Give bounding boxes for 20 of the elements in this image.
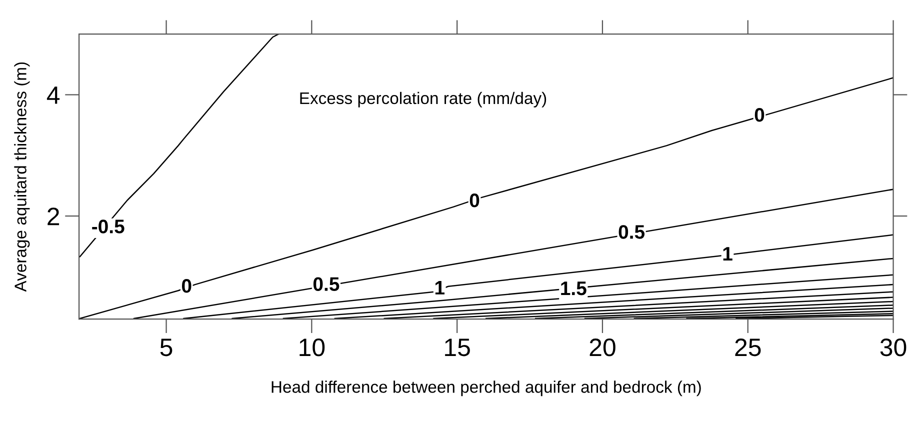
x-tick-label: 5 bbox=[160, 338, 172, 356]
annotation: 0 bbox=[754, 108, 764, 122]
annotation: 1 bbox=[723, 247, 732, 260]
annotation: 1.5 bbox=[561, 282, 586, 296]
x-tick-label: 30 bbox=[880, 338, 906, 356]
annotation: 0 bbox=[470, 194, 480, 208]
x-tick-label: 20 bbox=[590, 338, 616, 356]
y-axis-title: Average aquitard thickness (m) bbox=[14, 62, 30, 292]
x-axis-title: Head difference between perched aquifer and bedrock (m) bbox=[272, 380, 701, 396]
x-tick-label: 25 bbox=[735, 338, 761, 356]
annotation: Excess percolation rate (mm/day) bbox=[300, 92, 546, 108]
x-tick-label: 10 bbox=[300, 338, 325, 356]
annotation: 0.5 bbox=[313, 277, 340, 291]
annotation: 1 bbox=[435, 281, 444, 294]
y-tick-label: 2 bbox=[48, 208, 60, 226]
annotation: 0 bbox=[182, 279, 192, 293]
x-tick-label: 15 bbox=[445, 338, 470, 356]
annotation: 0.5 bbox=[618, 225, 645, 239]
y-tick-label: 4 bbox=[46, 86, 60, 104]
annotation: -0.5 bbox=[92, 220, 124, 234]
